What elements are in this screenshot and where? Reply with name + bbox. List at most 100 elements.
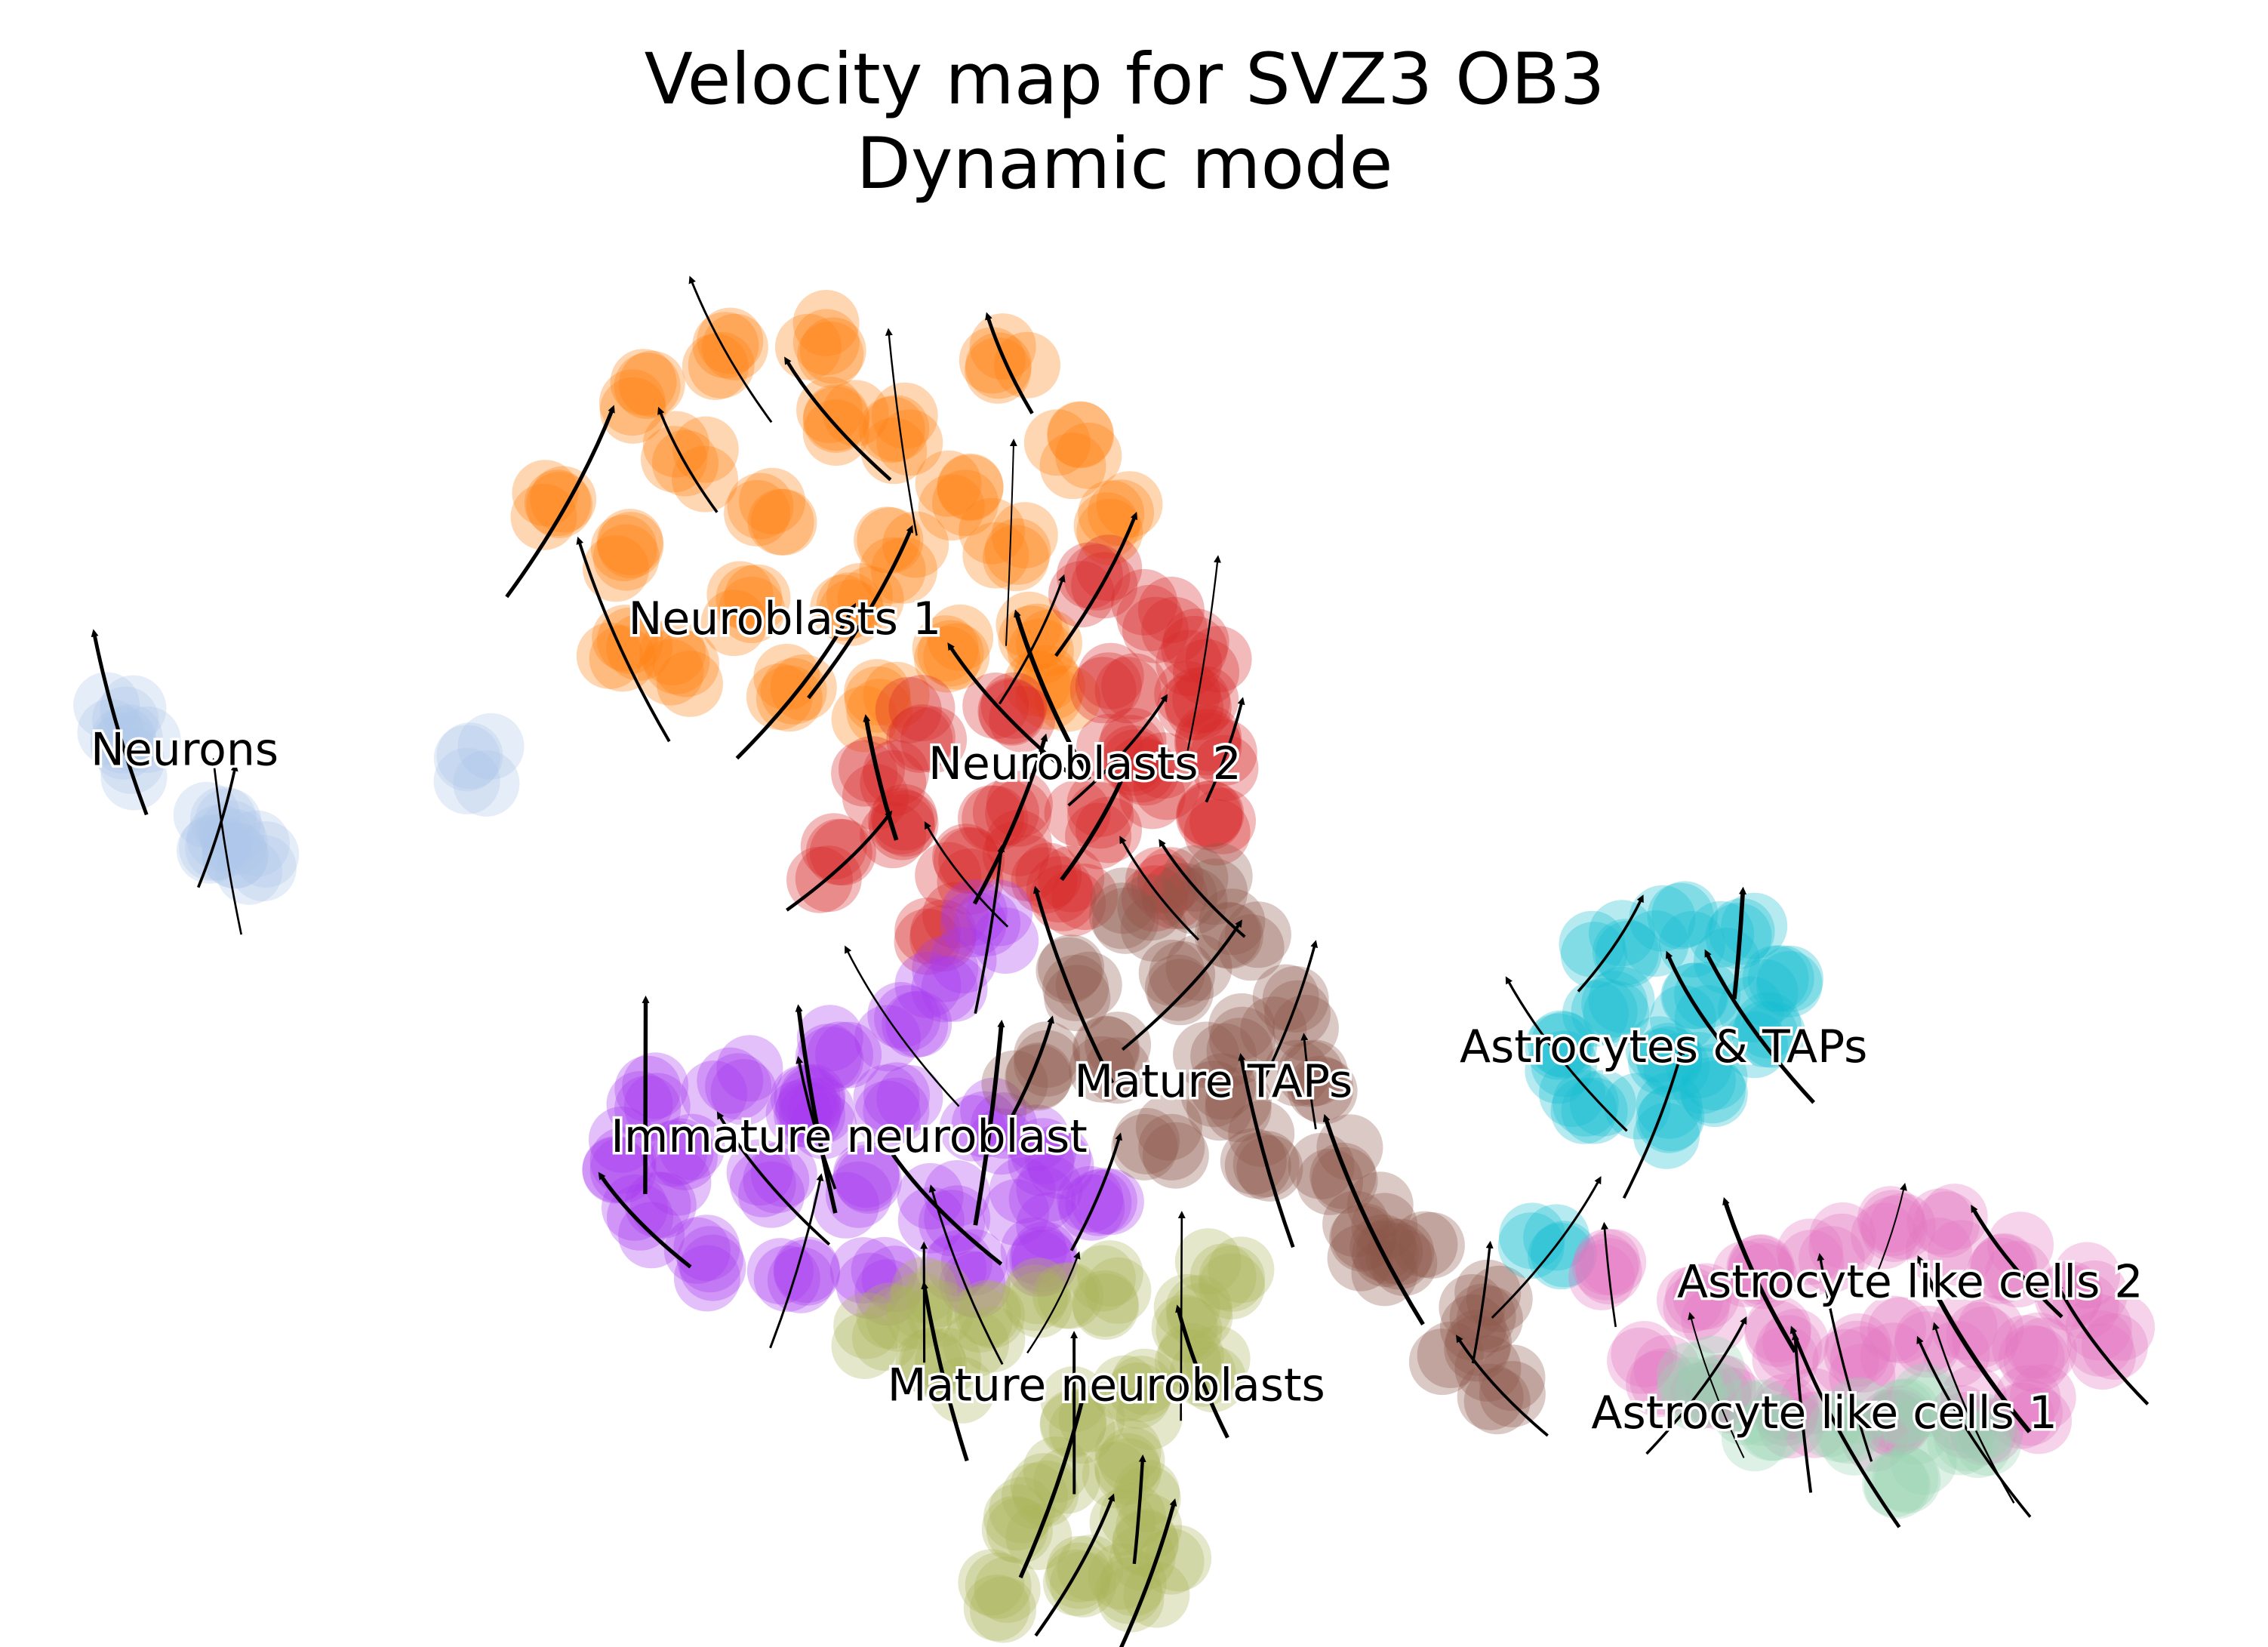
cell-point-mature-taps	[1194, 901, 1261, 968]
cell-point-astrocytes-taps	[1531, 1221, 1597, 1288]
velocity-streamline	[786, 810, 893, 912]
cell-point-astrocyte-like-cells-2	[1860, 1196, 1928, 1262]
velocity-streamline	[1577, 894, 1644, 993]
cell-point-astrocytes-taps	[1636, 1026, 1703, 1093]
cell-point-astrocyte-like-cells-2	[2034, 1264, 2101, 1331]
cell-point-neurons	[433, 725, 500, 792]
cell-point-astrocytes-taps	[1731, 959, 1799, 1026]
cell-point-neuroblasts-1	[932, 469, 999, 537]
cell-point-astrocyte-like-cells-2	[1665, 1264, 1732, 1331]
velocity-streamline	[973, 1019, 1005, 1226]
cell-point-mature-neuroblasts	[1033, 1447, 1100, 1514]
cell-point-astrocyte-like-cells-2	[1663, 1273, 1730, 1341]
cell-point-mature-taps	[1014, 1021, 1081, 1088]
cell-point-neurons	[96, 704, 163, 771]
cell-point-astrocytes-taps	[1739, 1001, 1806, 1068]
cell-point-neuroblasts-1	[692, 312, 759, 379]
cell-point-mature-neuroblasts	[900, 1331, 968, 1398]
cell-point-neuroblasts-2	[1051, 864, 1119, 931]
cell-point-astrocytes-taps	[1756, 945, 1823, 1012]
cell-point-neuroblasts-1	[871, 382, 938, 449]
cell-point-immature-neuroblast	[729, 1150, 796, 1218]
cell-point-neuroblasts-2	[977, 677, 1045, 744]
velocity-streamline	[1119, 1498, 1177, 1647]
cell-point-mature-neuroblasts	[1156, 1297, 1223, 1364]
cell-point-neuroblasts-1	[854, 506, 921, 574]
cell-point-neuroblasts-1	[583, 535, 649, 602]
cell-point-immature-neuroblast	[954, 889, 1021, 956]
cell-point-neuroblasts-1	[715, 565, 783, 632]
cell-point-astrocyte-like-cells-1	[1740, 1394, 1808, 1461]
cell-point-neuroblasts-1	[996, 591, 1063, 658]
cell-point-mature-neuroblasts	[1169, 1340, 1236, 1407]
cell-point-mature-taps	[1479, 1361, 1546, 1427]
cell-point-astrocytes-taps	[1674, 962, 1741, 1028]
cell-point-astrocyte-like-cells-2	[1689, 1354, 1756, 1421]
velocity-streamline	[2056, 1282, 2150, 1405]
cell-point-astrocyte-like-cells-1	[1675, 1358, 1742, 1425]
cell-point-astrocytes-taps	[1747, 945, 1814, 1012]
cell-point-mature-neuroblasts	[1006, 1271, 1072, 1338]
cell-point-immature-neuroblast	[773, 1236, 840, 1304]
cell-point-mature-neuroblasts	[1123, 1561, 1190, 1628]
cell-point-mature-taps	[1368, 1218, 1435, 1285]
cell-point-astrocyte-like-cells-2	[2061, 1260, 2128, 1327]
velocity-streamline	[1665, 950, 1725, 1047]
velocity-streamline	[688, 276, 773, 423]
cell-point-neuroblasts-2	[972, 779, 1039, 846]
cluster-label-astrocyte-like-cells-2: Astrocyte like cells 2	[1677, 1255, 2143, 1308]
cell-point-mature-taps	[1208, 993, 1276, 1060]
cell-point-immature-neuroblast	[911, 956, 978, 1023]
cell-point-neuroblasts-1	[614, 352, 681, 420]
cell-point-neuroblasts-2	[1097, 715, 1165, 782]
cell-point-astrocyte-like-cells-2	[2054, 1242, 2121, 1309]
cell-point-neurons	[457, 713, 525, 780]
cell-point-mature-taps	[1365, 1223, 1433, 1290]
cell-point-immature-neuroblast	[940, 891, 1007, 958]
velocity-streamline	[657, 406, 719, 513]
velocity-streamline	[1732, 886, 1747, 999]
cell-point-neuroblasts-2	[1077, 642, 1144, 710]
cell-point-mature-taps	[1398, 1211, 1465, 1279]
cell-point-neuroblasts-2	[996, 835, 1062, 902]
velocity-streamline	[921, 1281, 969, 1462]
cell-point-astrocytes-taps	[1528, 1223, 1595, 1290]
cell-point-neuroblasts-2	[875, 676, 942, 743]
cell-point-neuroblasts-2	[1056, 542, 1123, 609]
cell-point-immature-neuroblast	[746, 1238, 814, 1305]
cell-point-immature-neuroblast	[753, 1245, 820, 1312]
cell-point-astrocyte-like-cells-2	[1906, 1188, 1974, 1255]
cell-point-mature-neuroblasts	[1153, 1273, 1220, 1341]
cell-point-immature-neuroblast	[679, 1234, 746, 1301]
cell-point-astrocyte-like-cells-1	[1730, 1379, 1797, 1446]
cell-point-immature-neuroblast	[829, 1237, 897, 1304]
cell-point-mature-taps	[1316, 1114, 1383, 1181]
cell-point-astrocytes-taps	[1593, 919, 1659, 986]
cell-point-neuroblasts-2	[1190, 719, 1257, 786]
cell-point-mature-neuroblasts	[1091, 1355, 1158, 1422]
cell-point-neuroblasts-1	[937, 453, 1004, 520]
cell-point-immature-neuroblast	[854, 1080, 921, 1147]
cell-point-immature-neuroblast	[853, 1064, 920, 1131]
cell-point-mature-taps	[1180, 1061, 1248, 1128]
cell-point-astrocyte-like-cells-2	[1859, 1190, 1926, 1257]
cell-point-astrocyte-like-cells-2	[1928, 1220, 1995, 1287]
cell-point-mature-neuroblasts	[1189, 1243, 1257, 1310]
cell-point-immature-neuroblast	[861, 1245, 928, 1313]
cell-point-immature-neuroblast	[920, 1235, 987, 1302]
velocity-streamline	[1034, 1493, 1116, 1637]
cell-point-astrocyte-like-cells-2	[1799, 1226, 1865, 1293]
cell-point-mature-taps	[1145, 954, 1211, 1021]
cluster-label-mature-neuroblasts: Mature neuroblasts	[888, 1359, 1325, 1412]
velocity-streamline	[1817, 1252, 1873, 1462]
cell-point-mature-neuroblasts	[1109, 1524, 1176, 1591]
cell-point-neuroblasts-2	[871, 783, 937, 851]
cell-point-astrocyte-like-cells-2	[1808, 1213, 1876, 1280]
cell-point-astrocytes-taps	[1756, 950, 1823, 1017]
cell-point-neuroblasts-1	[739, 467, 806, 534]
cell-point-immature-neuroblast	[743, 1147, 810, 1214]
cell-point-neuroblasts-2	[1121, 865, 1188, 932]
velocity-streamline	[885, 328, 918, 536]
cell-point-mature-neuroblasts	[1010, 1453, 1077, 1520]
cell-point-immature-neuroblast	[750, 1141, 817, 1208]
